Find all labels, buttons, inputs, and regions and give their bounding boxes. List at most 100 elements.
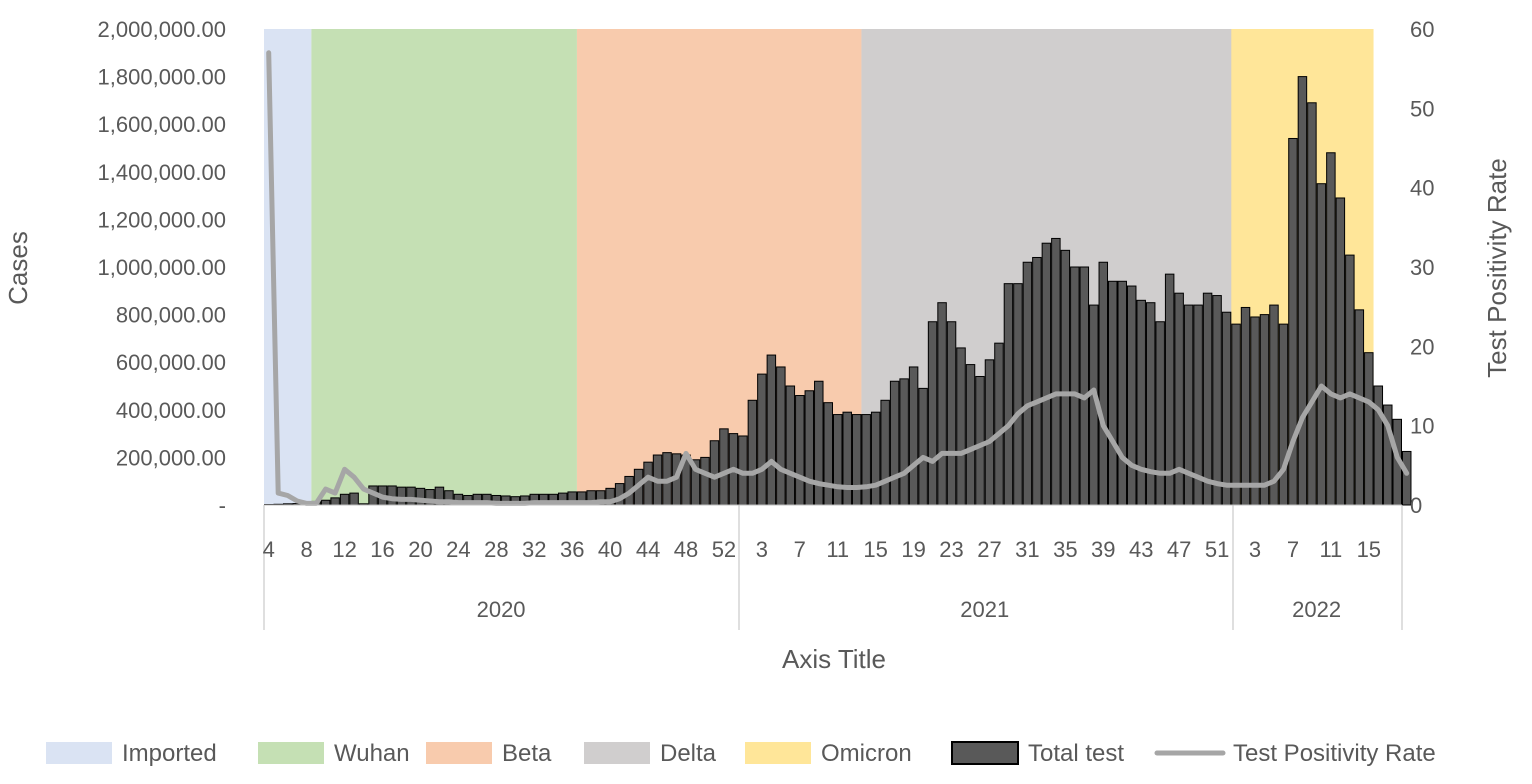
bar	[824, 403, 832, 505]
bar	[1298, 77, 1306, 505]
bar	[388, 486, 396, 505]
bar	[966, 365, 974, 505]
y-axis-left-title: Cases	[3, 231, 33, 305]
bar	[1061, 250, 1069, 505]
x-tick-label: 28	[484, 537, 508, 562]
x-tick-label: 31	[1015, 537, 1039, 562]
bar	[777, 367, 785, 505]
bar	[701, 457, 709, 505]
y-right-tick-label: 30	[1410, 255, 1434, 280]
y-tick-label: 1,200,000.00	[98, 207, 226, 232]
legend-item-delta: Delta	[584, 740, 717, 767]
legend-label: Imported	[122, 740, 217, 767]
legend-swatch	[258, 742, 324, 764]
bar	[1137, 300, 1145, 505]
bar	[1365, 353, 1373, 505]
bar	[947, 322, 955, 505]
bar	[881, 400, 889, 505]
legend-swatch	[46, 742, 112, 764]
year-label: 2020	[477, 597, 526, 622]
x-axis-year-labels: 2020 2021 2022	[477, 597, 1342, 622]
legend-label: Test Positivity Rate	[1233, 740, 1436, 767]
y-right-tick-label: 10	[1410, 414, 1434, 439]
bar	[644, 462, 652, 505]
bar	[758, 374, 766, 505]
y-tick-label: 600,000.00	[116, 350, 226, 375]
bar	[1042, 243, 1050, 505]
bar	[786, 386, 794, 505]
bar	[407, 487, 415, 505]
y-right-tick-label: 40	[1410, 176, 1434, 201]
x-tick-label: 15	[863, 537, 887, 562]
y-right-tick-label: 60	[1410, 17, 1434, 42]
x-tick-label: 36	[560, 537, 584, 562]
bar	[1355, 310, 1363, 505]
legend-label: Wuhan	[334, 740, 410, 767]
bar	[720, 429, 728, 505]
bar	[890, 381, 898, 505]
x-tick-label: 23	[939, 537, 963, 562]
bar	[796, 396, 804, 505]
bar	[710, 441, 718, 505]
legend-swatch	[426, 742, 492, 764]
legend-swatch	[952, 742, 1018, 764]
x-tick-label: 7	[794, 537, 806, 562]
bar	[321, 500, 329, 505]
bar	[1033, 257, 1041, 505]
bar	[1327, 153, 1335, 505]
year-label: 2021	[960, 597, 1009, 622]
bar	[1232, 324, 1240, 505]
band-wuhan	[311, 29, 577, 505]
y-tick-label: 1,800,000.00	[98, 65, 226, 90]
y-tick-label: 1,600,000.00	[98, 112, 226, 137]
x-tick-label: 27	[977, 537, 1001, 562]
bar	[1260, 315, 1268, 505]
y-right-tick-label: 50	[1410, 96, 1434, 121]
bar	[871, 412, 879, 505]
x-tick-label: 11	[1319, 537, 1342, 562]
x-axis-title: Axis Title	[782, 644, 886, 674]
bar	[834, 415, 842, 505]
bar	[928, 322, 936, 505]
bar	[1004, 284, 1012, 505]
bar	[919, 388, 927, 505]
legend-item-wuhan: Wuhan	[258, 740, 410, 767]
bar	[1336, 198, 1344, 505]
year-label: 2022	[1292, 597, 1341, 622]
bar	[1346, 255, 1354, 505]
bar	[1222, 312, 1230, 505]
x-tick-label: 11	[826, 537, 849, 562]
bar	[938, 303, 946, 505]
y-right-tick-label: 20	[1410, 334, 1434, 359]
bar	[1023, 262, 1031, 505]
x-tick-label: 39	[1091, 537, 1115, 562]
bar	[1374, 386, 1382, 505]
y-tick-label: 1,400,000.00	[98, 160, 226, 185]
axes	[264, 505, 1402, 630]
bar	[1080, 267, 1088, 505]
legend-swatch	[745, 742, 811, 764]
y-axis-left-ticks: -200,000.00400,000.00600,000.00800,000.0…	[98, 17, 226, 518]
bar	[1308, 103, 1316, 505]
x-tick-label: 16	[370, 537, 394, 562]
bar	[1203, 293, 1211, 505]
y-tick-label: -	[219, 493, 226, 518]
x-tick-label: 4	[263, 537, 275, 562]
legend-label: Beta	[502, 740, 552, 767]
x-tick-label: 3	[756, 537, 768, 562]
bar	[852, 415, 860, 505]
y-tick-label: 1,000,000.00	[98, 255, 226, 280]
bar	[1279, 324, 1287, 505]
bar	[1317, 184, 1325, 505]
legend-label: Delta	[660, 740, 717, 767]
y-right-tick-label: 0	[1410, 493, 1422, 518]
legend-item-beta: Beta	[426, 740, 552, 767]
bar	[957, 348, 965, 505]
bar	[985, 360, 993, 505]
bar	[340, 494, 348, 505]
legend-item-test-positivity-rate: Test Positivity Rate	[1157, 740, 1436, 767]
x-tick-label: 52	[712, 537, 736, 562]
x-tick-label: 19	[901, 537, 925, 562]
